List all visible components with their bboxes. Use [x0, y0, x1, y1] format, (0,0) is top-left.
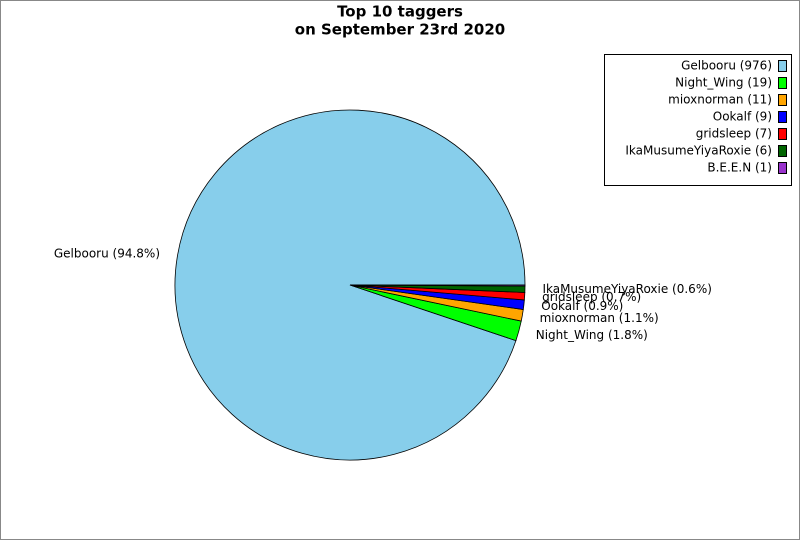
legend-swatch: [778, 145, 787, 157]
legend-swatch: [778, 111, 787, 123]
slice-label: IkaMusumeYiyaRoxie (0.6%): [542, 282, 711, 296]
legend-swatch: [778, 60, 787, 72]
legend-label: Night_Wing (19): [675, 76, 772, 90]
legend-label: gridsleep (7): [696, 127, 772, 141]
chart-title: Top 10 taggers: [337, 3, 463, 21]
slice-label: gridsleep (0.7%): [542, 290, 641, 304]
legend-label: Ookalf (9): [713, 110, 772, 124]
legend-swatch: [778, 128, 787, 140]
legend-label: mioxnorman (11): [668, 93, 772, 107]
slice-label: Night_Wing (1.8%): [536, 328, 648, 342]
chart-title: on September 23rd 2020: [295, 21, 505, 39]
legend-swatch: [778, 94, 787, 106]
slice-label: Gelbooru (94.8%): [54, 246, 160, 260]
slice-label: Ookalf (0.9%): [541, 299, 623, 313]
legend-label: Gelbooru (976): [681, 59, 772, 73]
legend-swatch: [778, 162, 787, 174]
legend-label: IkaMusumeYiyaRoxie (6): [625, 144, 772, 158]
legend-label: B.E.E.N (1): [707, 161, 772, 175]
legend-box: [604, 54, 792, 186]
legend-swatch: [778, 77, 787, 89]
slice-label: mioxnorman (1.1%): [540, 311, 659, 325]
pie-slice: [349, 284, 526, 287]
